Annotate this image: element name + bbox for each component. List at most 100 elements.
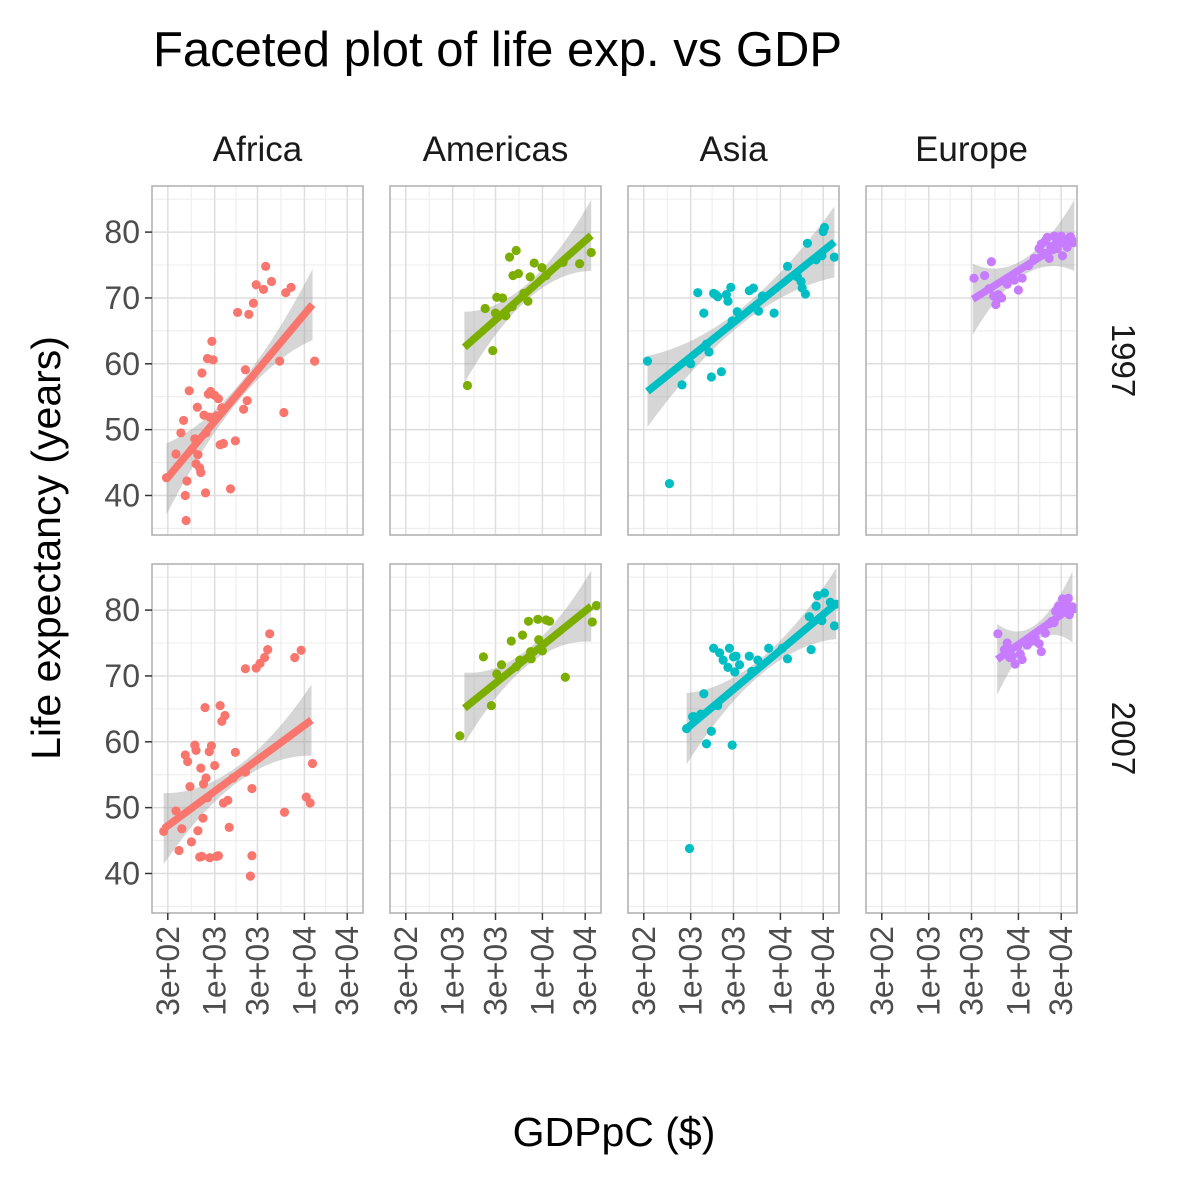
- data-point: [240, 664, 251, 674]
- data-point: [699, 308, 709, 318]
- x-tick-label: 3e+04: [567, 926, 603, 1016]
- data-point: [305, 798, 315, 808]
- x-tick-label: 1e+04: [524, 926, 560, 1016]
- data-point: [980, 270, 990, 281]
- data-point: [723, 662, 733, 672]
- data-point: [184, 386, 194, 396]
- data-point: [230, 436, 240, 446]
- strip-label-2007: 2007: [1105, 702, 1142, 775]
- data-point: [197, 851, 207, 861]
- panel-europe-2007: 3e+02 1e+03 3e+03 1e+04 3e+04: [864, 563, 1079, 1016]
- data-point: [251, 280, 261, 290]
- data-point: [263, 645, 273, 655]
- data-point: [245, 871, 255, 881]
- strip-label-americas: Americas: [423, 130, 569, 169]
- data-point: [266, 276, 277, 287]
- y-tick-label: 80: [104, 592, 140, 628]
- data-point: [261, 261, 271, 271]
- x-tick-label: 1e+04: [1000, 926, 1036, 1016]
- x-tick-label: 1e+04: [286, 926, 322, 1016]
- data-point: [480, 303, 490, 314]
- panel-americas-2007: 3e+02 1e+03 3e+03 1e+04 3e+04: [388, 563, 603, 1016]
- data-point: [496, 660, 507, 670]
- data-point: [177, 824, 187, 834]
- data-point: [723, 296, 733, 306]
- data-point: [730, 667, 740, 677]
- y-tick-label: 40: [104, 855, 140, 891]
- data-point: [642, 356, 653, 366]
- series-americas-2007: [455, 570, 601, 744]
- grid-lines: [628, 564, 839, 913]
- data-point: [185, 781, 195, 792]
- data-point: [1002, 638, 1012, 648]
- data-point: [513, 268, 523, 279]
- data-point: [819, 588, 830, 598]
- data-point: [969, 273, 979, 283]
- data-point: [279, 407, 289, 418]
- data-point: [218, 438, 228, 449]
- data-point: [811, 601, 821, 611]
- data-point: [178, 415, 189, 426]
- data-point: [997, 293, 1007, 303]
- data-point: [462, 380, 473, 391]
- data-point: [193, 826, 203, 836]
- data-point: [764, 643, 774, 653]
- fit-line: [461, 232, 594, 351]
- chart-title: Faceted plot of life exp. vs GDP: [153, 23, 842, 77]
- data-point: [575, 259, 585, 269]
- data-point: [1017, 273, 1027, 283]
- data-point: [275, 356, 285, 366]
- x-tick-label: 1e+03: [673, 926, 709, 1016]
- fit-line: [995, 603, 1075, 663]
- x-tick-label: 3e+04: [805, 926, 841, 1016]
- series-africa-2007: [159, 629, 318, 881]
- data-point: [290, 652, 300, 663]
- data-point: [523, 616, 534, 626]
- x-tick-label: 3e+04: [1043, 926, 1079, 1016]
- data-point: [1010, 659, 1020, 669]
- data-point: [693, 288, 703, 298]
- data-point: [1017, 654, 1027, 665]
- data-point: [560, 672, 570, 682]
- fit-line: [163, 302, 316, 482]
- data-point: [744, 651, 754, 661]
- fit-line: [684, 600, 839, 732]
- y-tick-label: 40: [104, 477, 140, 513]
- x-tick-label: 3e+02: [150, 926, 186, 1016]
- data-point: [248, 298, 258, 308]
- data-point: [196, 467, 206, 478]
- data-point: [488, 346, 498, 356]
- data-point: [181, 515, 191, 526]
- data-point: [684, 843, 695, 854]
- panel-asia-2007: 3e+02 1e+03 3e+03 1e+04 3e+04: [626, 563, 841, 1016]
- y-tick-label: 70: [104, 658, 140, 694]
- data-point: [200, 488, 211, 498]
- fit-line: [645, 239, 837, 395]
- x-tick-label: 3e+03: [954, 926, 990, 1016]
- data-point: [533, 614, 543, 624]
- x-tick-label: 3e+03: [478, 926, 514, 1016]
- data-point: [171, 449, 181, 459]
- y-tick-label: 80: [104, 214, 140, 250]
- data-point: [715, 648, 725, 658]
- data-point: [207, 336, 217, 347]
- data-point: [196, 763, 206, 773]
- strip-label-asia: Asia: [699, 130, 768, 169]
- data-point: [307, 758, 318, 769]
- panel-border: [389, 185, 602, 536]
- data-point: [201, 773, 211, 783]
- series-europe-2007: [993, 571, 1077, 695]
- data-point: [174, 845, 184, 856]
- data-point: [1063, 593, 1073, 603]
- y-tick-label: 60: [104, 346, 140, 382]
- x-tick-label: 3e+02: [388, 926, 424, 1016]
- data-point: [186, 837, 197, 847]
- data-point: [537, 263, 547, 273]
- grid-lines: [866, 186, 1077, 535]
- data-point: [260, 652, 270, 663]
- data-point: [208, 355, 218, 365]
- data-point: [1013, 285, 1024, 295]
- data-point: [182, 476, 192, 486]
- grid-lines: [628, 186, 839, 535]
- grid-lines: [152, 564, 363, 913]
